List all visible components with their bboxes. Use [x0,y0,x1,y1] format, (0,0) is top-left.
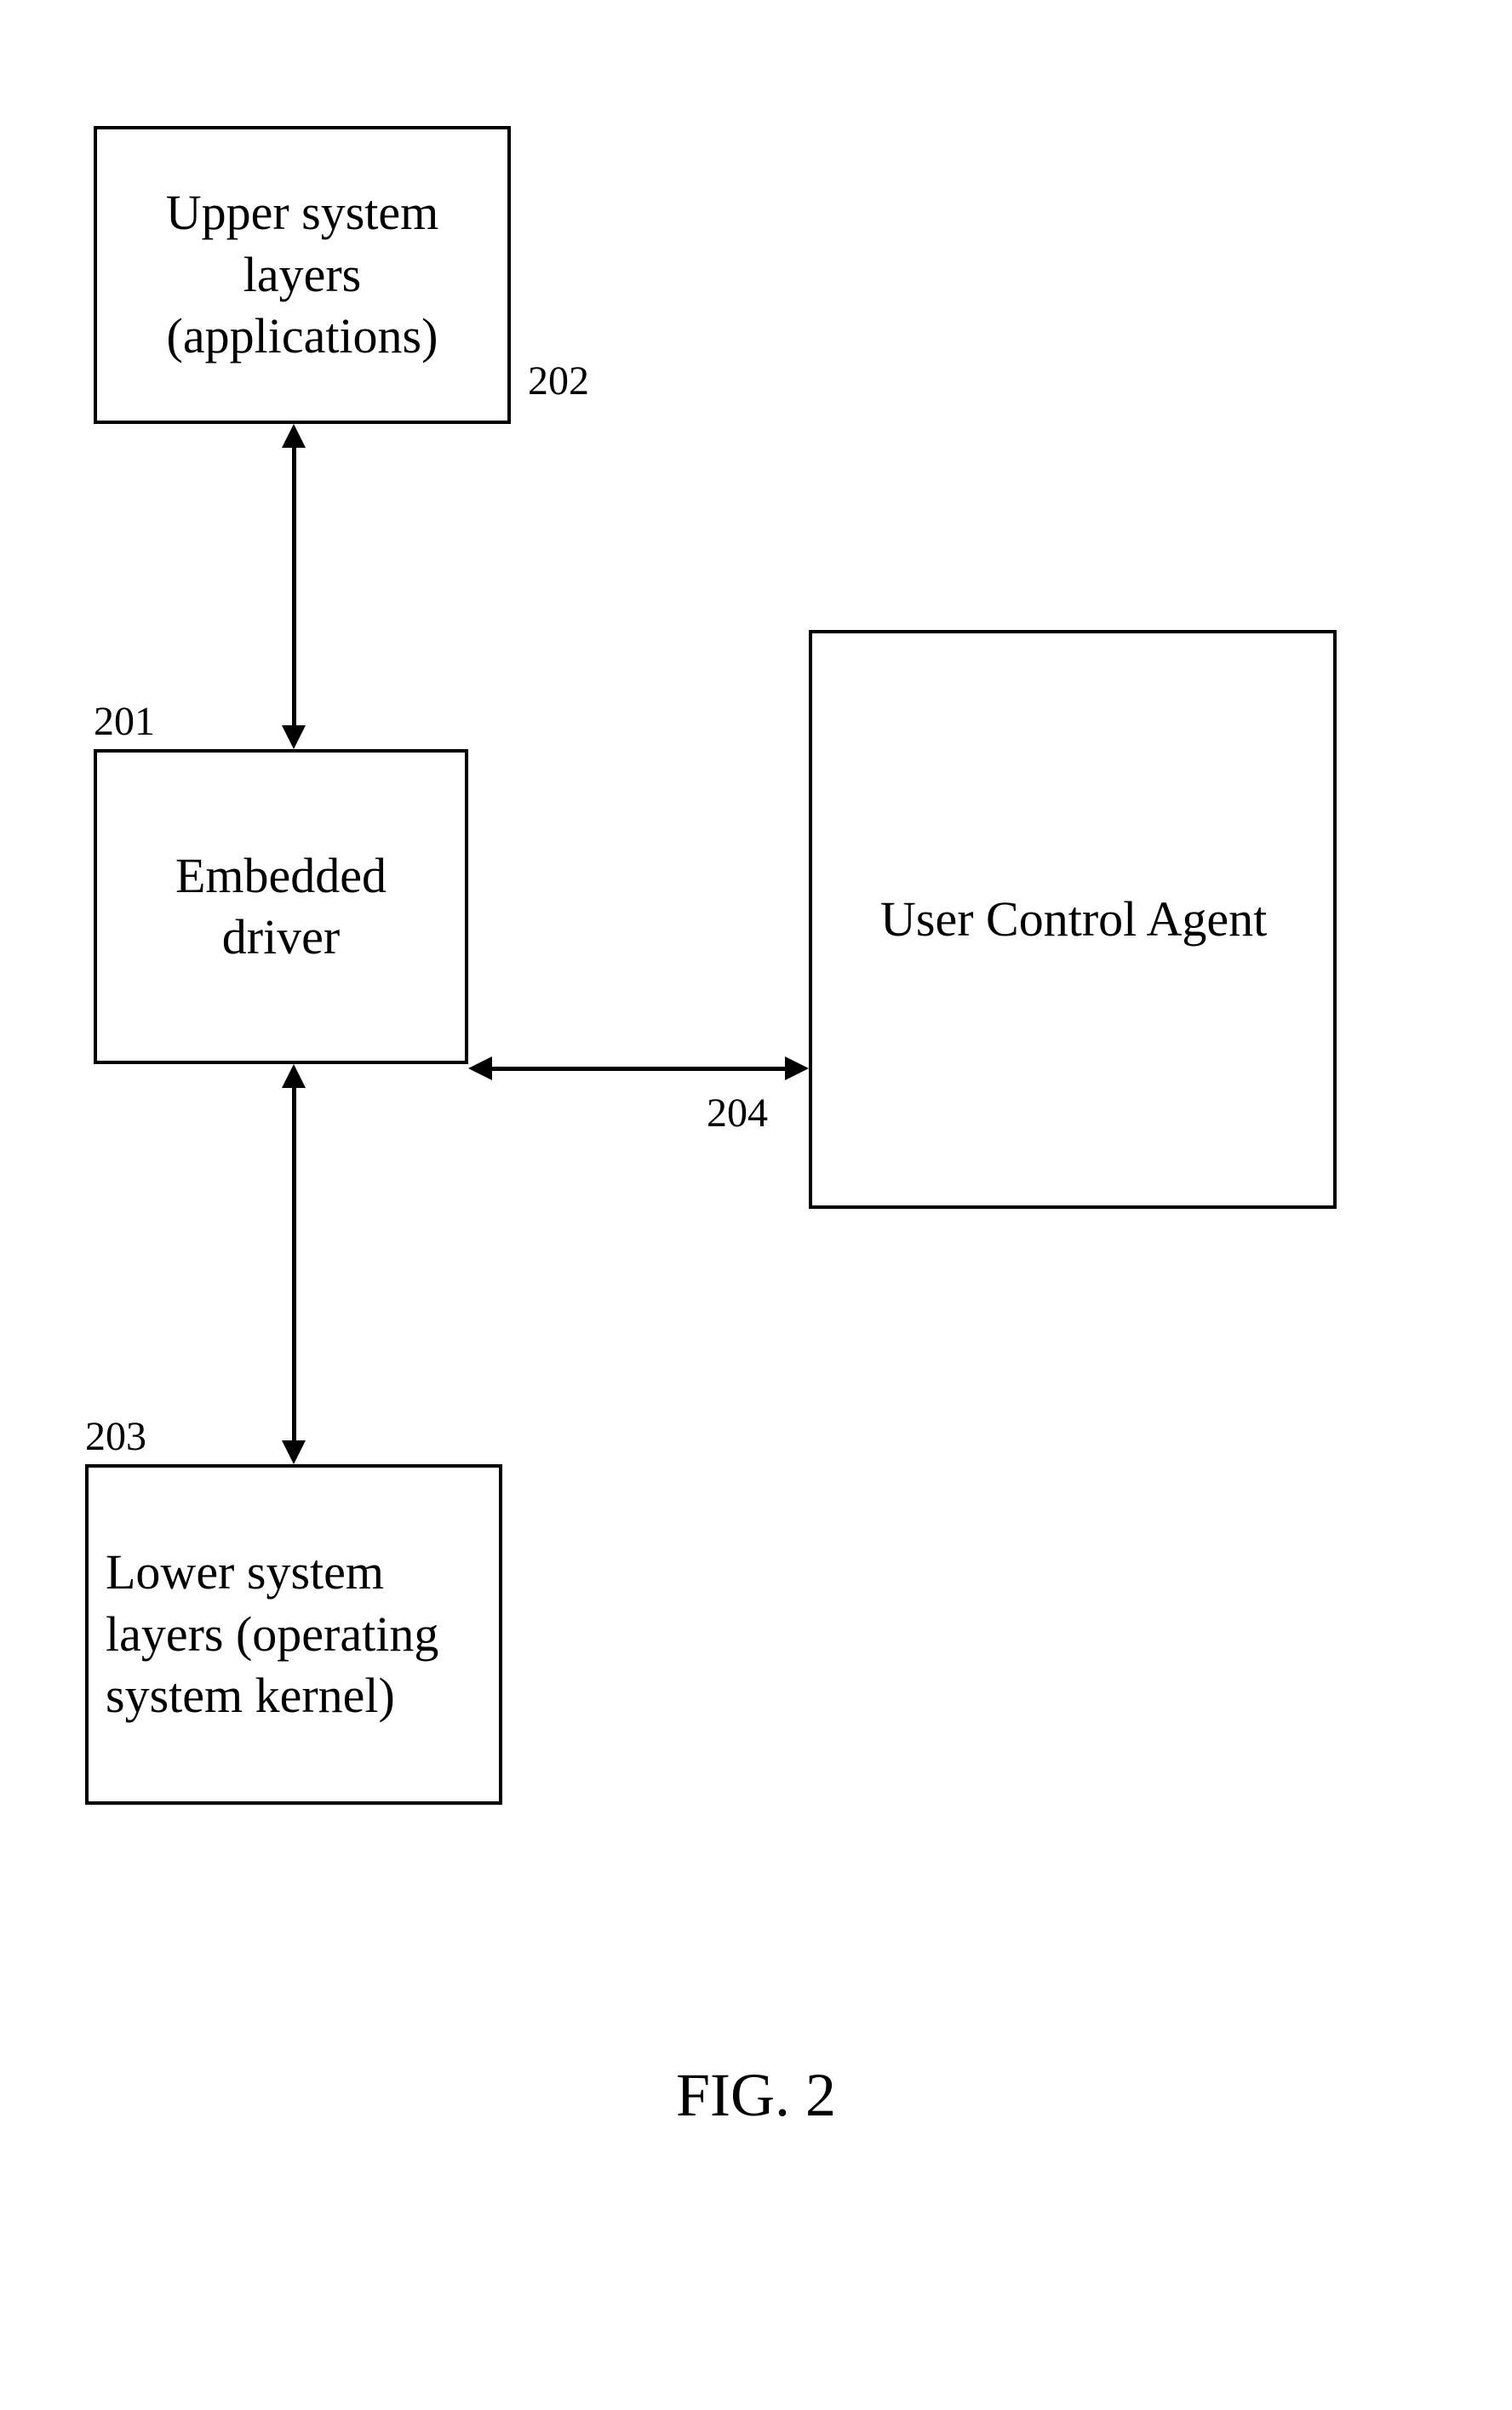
node-driver-text: Embedded driver [114,845,448,969]
node-agent-text: User Control Agent [829,889,1316,951]
arrowhead-icon [282,725,306,749]
node-embedded-driver: Embedded driver [94,749,468,1064]
node-upper-system-layers: Upper system layers (applications) [94,126,511,424]
ref-label-204: 204 [707,1090,768,1136]
node-lower-text: Lower system layers (operating system ke… [106,1542,482,1727]
edge-driver-agent [490,1067,789,1071]
figure-caption: FIG. 2 [676,2060,836,2131]
arrowhead-icon [282,1440,306,1464]
arrowhead-icon [785,1056,809,1080]
ref-label-203: 203 [85,1413,146,1460]
ref-label-201: 201 [94,698,155,745]
arrowhead-icon [468,1056,492,1080]
ref-label-202: 202 [528,358,589,404]
arrowhead-icon [282,1064,306,1088]
node-upper-text: Upper system layers (applications) [114,182,490,368]
arrowhead-icon [282,424,306,448]
edge-upper-driver [292,443,296,732]
edge-driver-lower [292,1085,296,1443]
node-user-control-agent: User Control Agent [809,630,1337,1209]
node-lower-system-layers: Lower system layers (operating system ke… [85,1464,502,1805]
